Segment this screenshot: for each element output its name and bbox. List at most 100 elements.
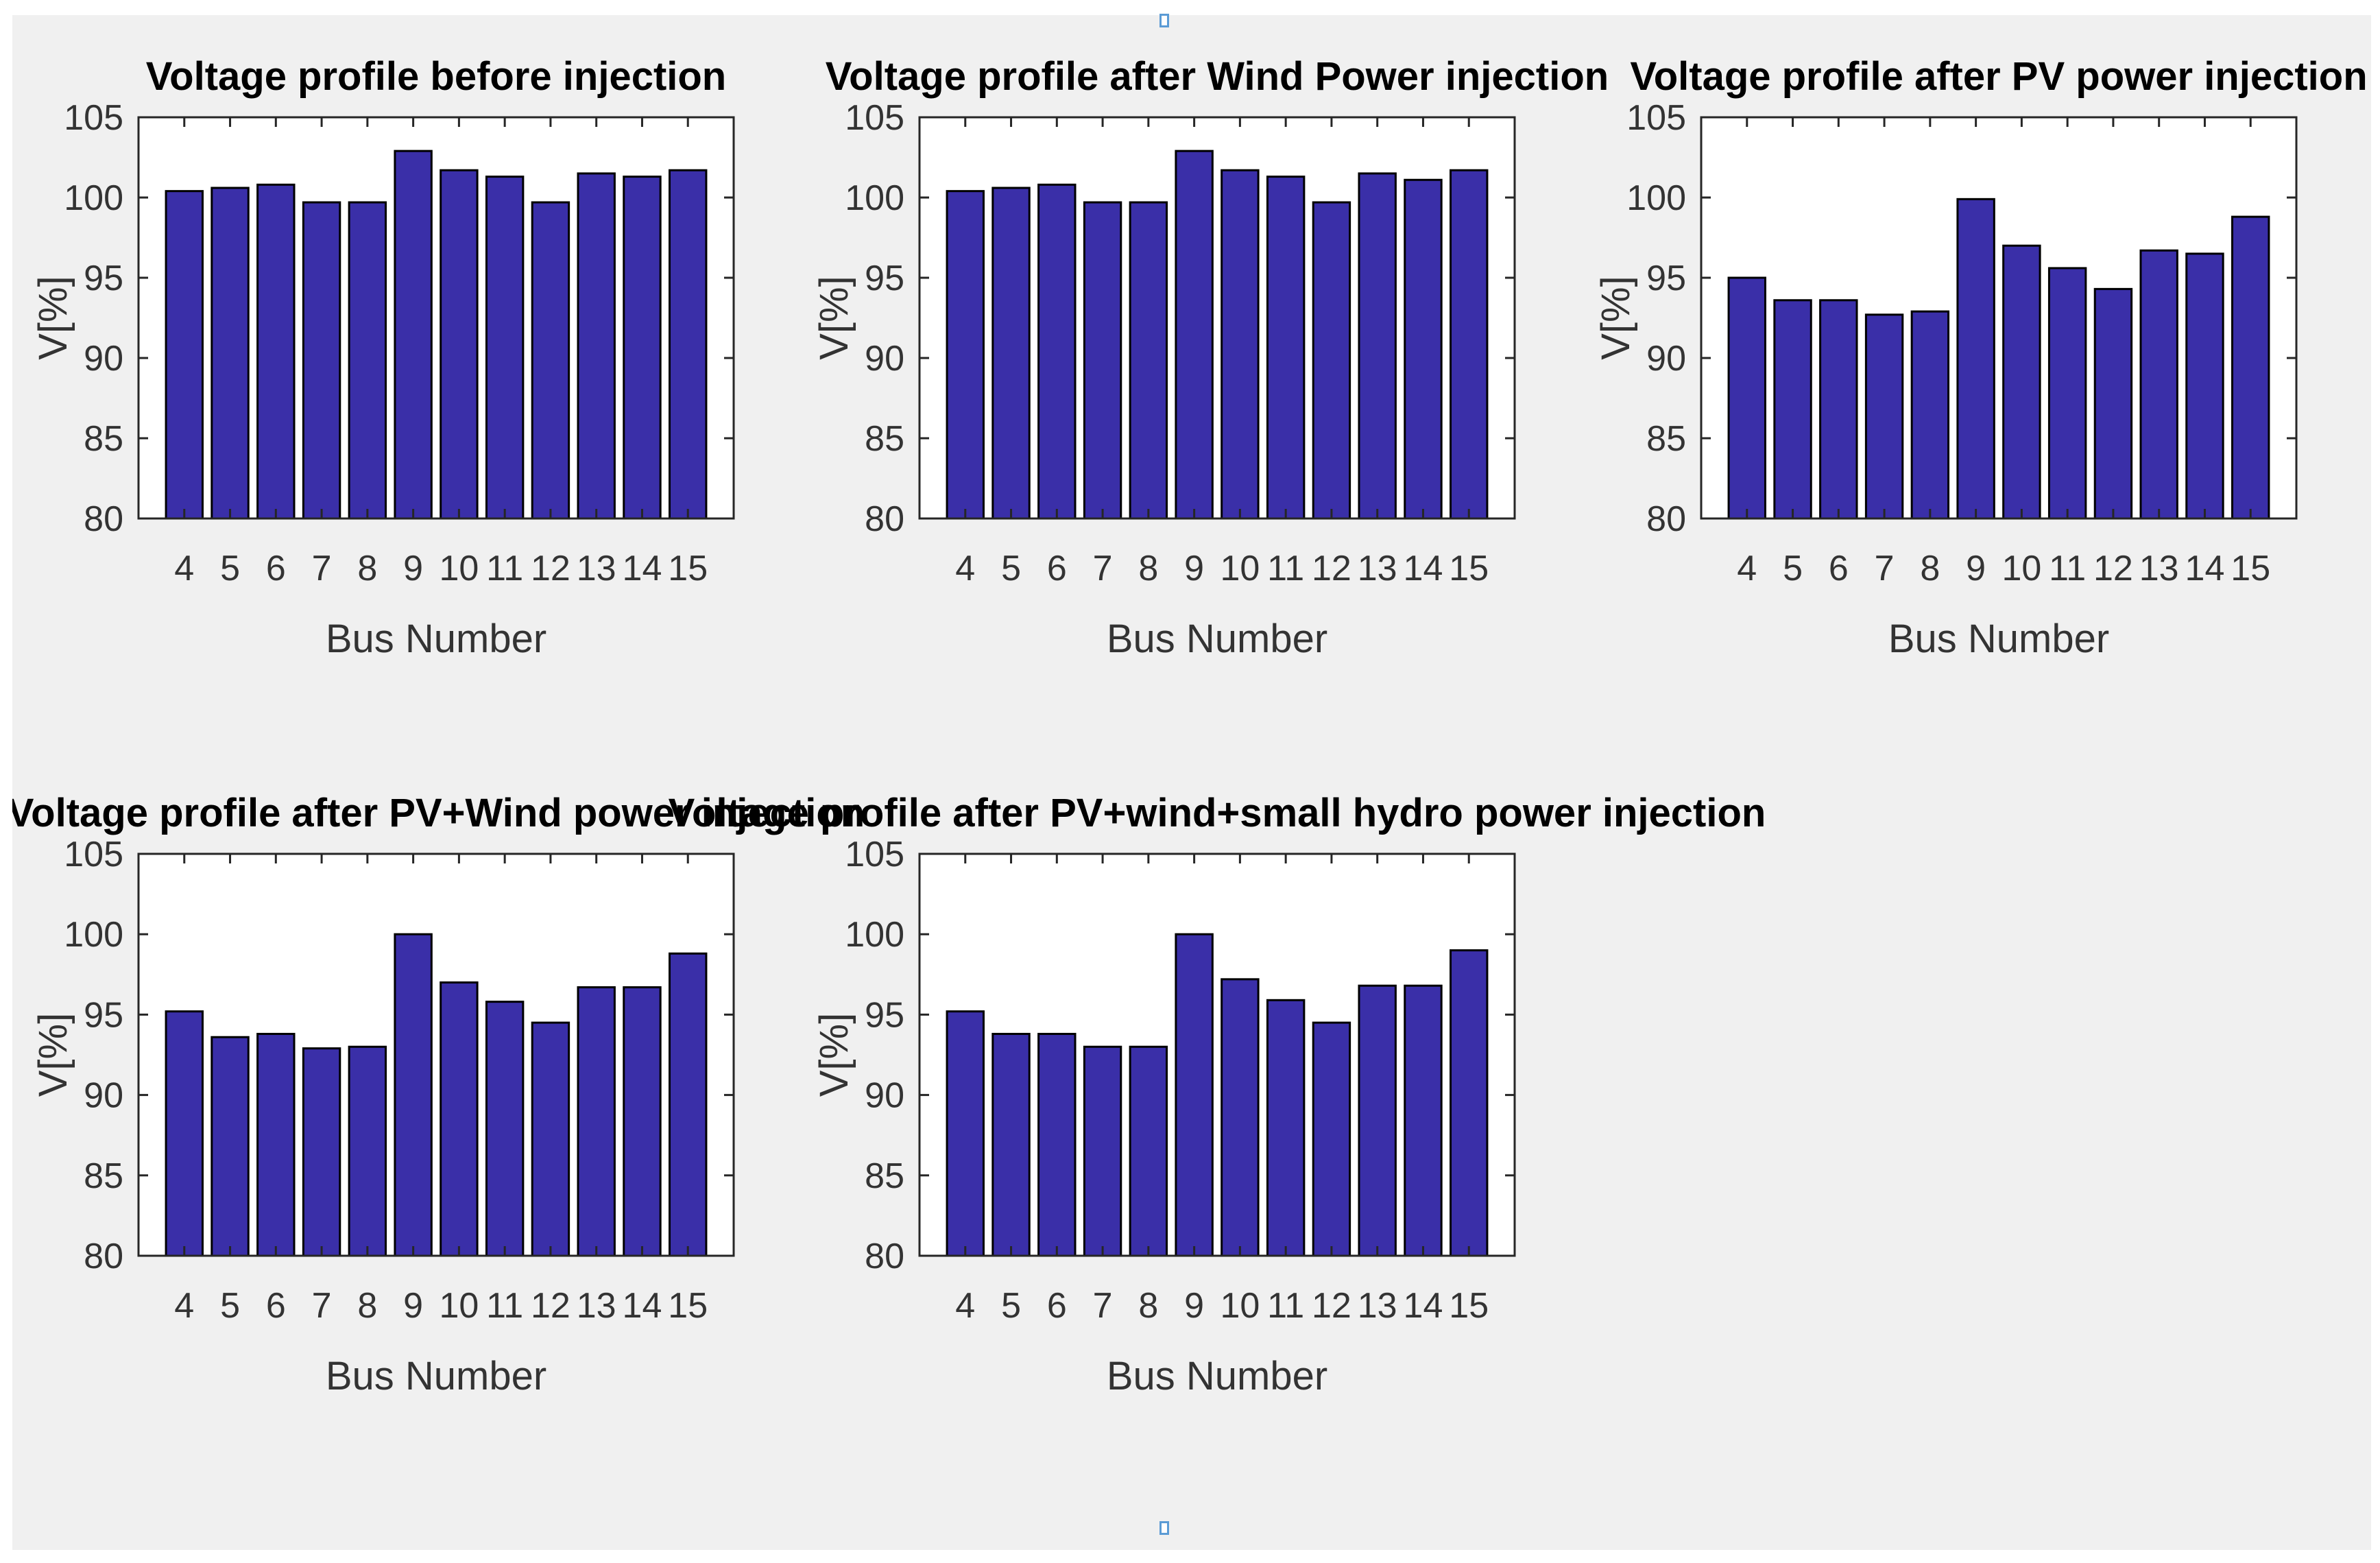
axes-box [1700,116,2298,520]
x-axis-label: Bus Number [326,1354,546,1398]
x-tick-label: 14 [1404,1286,1443,1326]
y-tick-label: 90 [84,1076,123,1116]
chart-title: Voltage profile before injection [146,54,726,99]
bar-bus-8 [1129,1045,1168,1257]
x-tick-label: 5 [220,1286,240,1326]
y-axis-label: V[%] [812,276,856,360]
x-tick-label: 6 [266,1286,286,1326]
x-tick-label: 7 [1093,1286,1113,1326]
x-tick-label: 4 [955,549,975,588]
x-tick-label: 7 [1093,549,1113,588]
bar-bus-6 [1037,183,1077,520]
y-tick-label: 105 [1626,98,1686,138]
bar-bus-7 [302,1047,341,1257]
bottom-resize-handle[interactable] [1159,1521,1169,1535]
bar-bus-5 [991,187,1031,520]
bar-bus-14 [623,176,662,520]
bar-bus-13 [577,986,616,1257]
y-tick-label: 100 [64,915,123,955]
x-tick-label: 4 [174,549,194,588]
x-tick-label: 15 [668,549,708,588]
x-tick-label: 8 [1138,1286,1158,1326]
bar-bus-10 [440,169,479,520]
axes-box [918,852,1516,1257]
x-axis-label: Bus Number [1107,1354,1327,1398]
bar-bus-12 [2093,287,2133,520]
bar-bus-7 [302,201,341,520]
y-tick-label: 80 [84,1237,123,1276]
x-tick-label: 8 [1138,549,1158,588]
chart-title: Voltage profile after PV+Wind power inje… [12,791,865,835]
bar-bus-15 [669,952,708,1257]
x-tick-label: 10 [439,549,479,588]
y-tick-label: 85 [1646,419,1686,459]
x-tick-label: 4 [1737,549,1757,588]
x-tick-label: 7 [312,549,332,588]
x-tick-label: 12 [1312,1286,1351,1326]
y-axis-label: V[%] [1594,276,1638,360]
bar-bus-15 [669,169,708,520]
bar-bus-10 [440,981,479,1257]
x-axis-label: Bus Number [1888,617,2109,661]
x-tick-label: 10 [1220,1286,1260,1326]
bar-bus-12 [1312,201,1351,520]
bar-bus-10 [1221,978,1260,1257]
x-tick-label: 12 [531,549,570,588]
y-axis-label: V[%] [31,1013,75,1097]
y-tick-label: 105 [845,835,904,874]
y-tick-label: 100 [1626,178,1686,218]
y-tick-label: 90 [865,339,904,379]
x-axis-label: Bus Number [1107,617,1327,661]
y-tick-label: 100 [845,178,904,218]
x-axis-label: Bus Number [326,617,546,661]
x-tick-label: 7 [1875,549,1895,588]
y-tick-label: 80 [84,499,123,539]
bar-bus-11 [1266,176,1306,520]
x-tick-label: 14 [1404,549,1443,588]
bar-bus-5 [211,1036,250,1257]
x-tick-label: 5 [1001,1286,1021,1326]
bar-bus-8 [348,1045,387,1257]
chart-1: 80 85 90 95 100 105 4 5 6 7 8 9 10 11 12 13 14 15 Voltage … [31,54,735,661]
x-tick-label: 8 [1920,549,1940,588]
y-tick-label: 80 [865,499,904,539]
x-tick-label: 9 [1966,549,1986,588]
chart-3: 80 85 90 95 100 105 4 5 6 7 8 9 10 11 12 13 14 15 Voltage … [1594,54,2368,661]
y-tick-label: 85 [84,1156,123,1196]
bar-bus-13 [1358,172,1397,520]
y-tick-label: 105 [64,835,123,874]
x-tick-label: 11 [486,1286,523,1326]
bar-bus-4 [165,1010,204,1257]
x-tick-label: 7 [312,1286,332,1326]
bar-bus-7 [1083,201,1122,520]
x-tick-label: 9 [403,1286,423,1326]
bar-bus-6 [1037,1033,1077,1257]
x-tick-label: 4 [955,1286,975,1326]
chart-title: Voltage profile after PV+wind+small hydr… [669,791,1766,835]
bar-bus-12 [531,201,570,520]
bar-bus-10 [2002,244,2041,520]
chart-title: Voltage profile after PV power injection [1630,54,2367,99]
x-tick-label: 12 [2093,549,2133,588]
bar-bus-9 [1956,198,1995,520]
bar-bus-6 [256,183,296,520]
bar-bus-10 [1221,169,1260,520]
y-tick-label: 100 [845,915,904,955]
axes-box [137,116,735,520]
bar-bus-9 [1175,933,1214,1257]
x-tick-label: 13 [2139,549,2179,588]
y-tick-label: 85 [84,419,123,459]
bar-bus-11 [1266,999,1306,1257]
y-tick-label: 80 [865,1237,904,1276]
top-resize-handle[interactable] [1159,14,1169,27]
x-tick-label: 4 [174,1286,194,1326]
bar-bus-5 [211,187,250,520]
x-tick-label: 11 [1267,1286,1304,1326]
bar-bus-4 [1727,276,1766,520]
x-tick-label: 11 [2049,549,2086,588]
y-tick-label: 100 [64,178,123,218]
bar-bus-14 [1404,178,1443,520]
x-tick-label: 12 [1312,549,1351,588]
